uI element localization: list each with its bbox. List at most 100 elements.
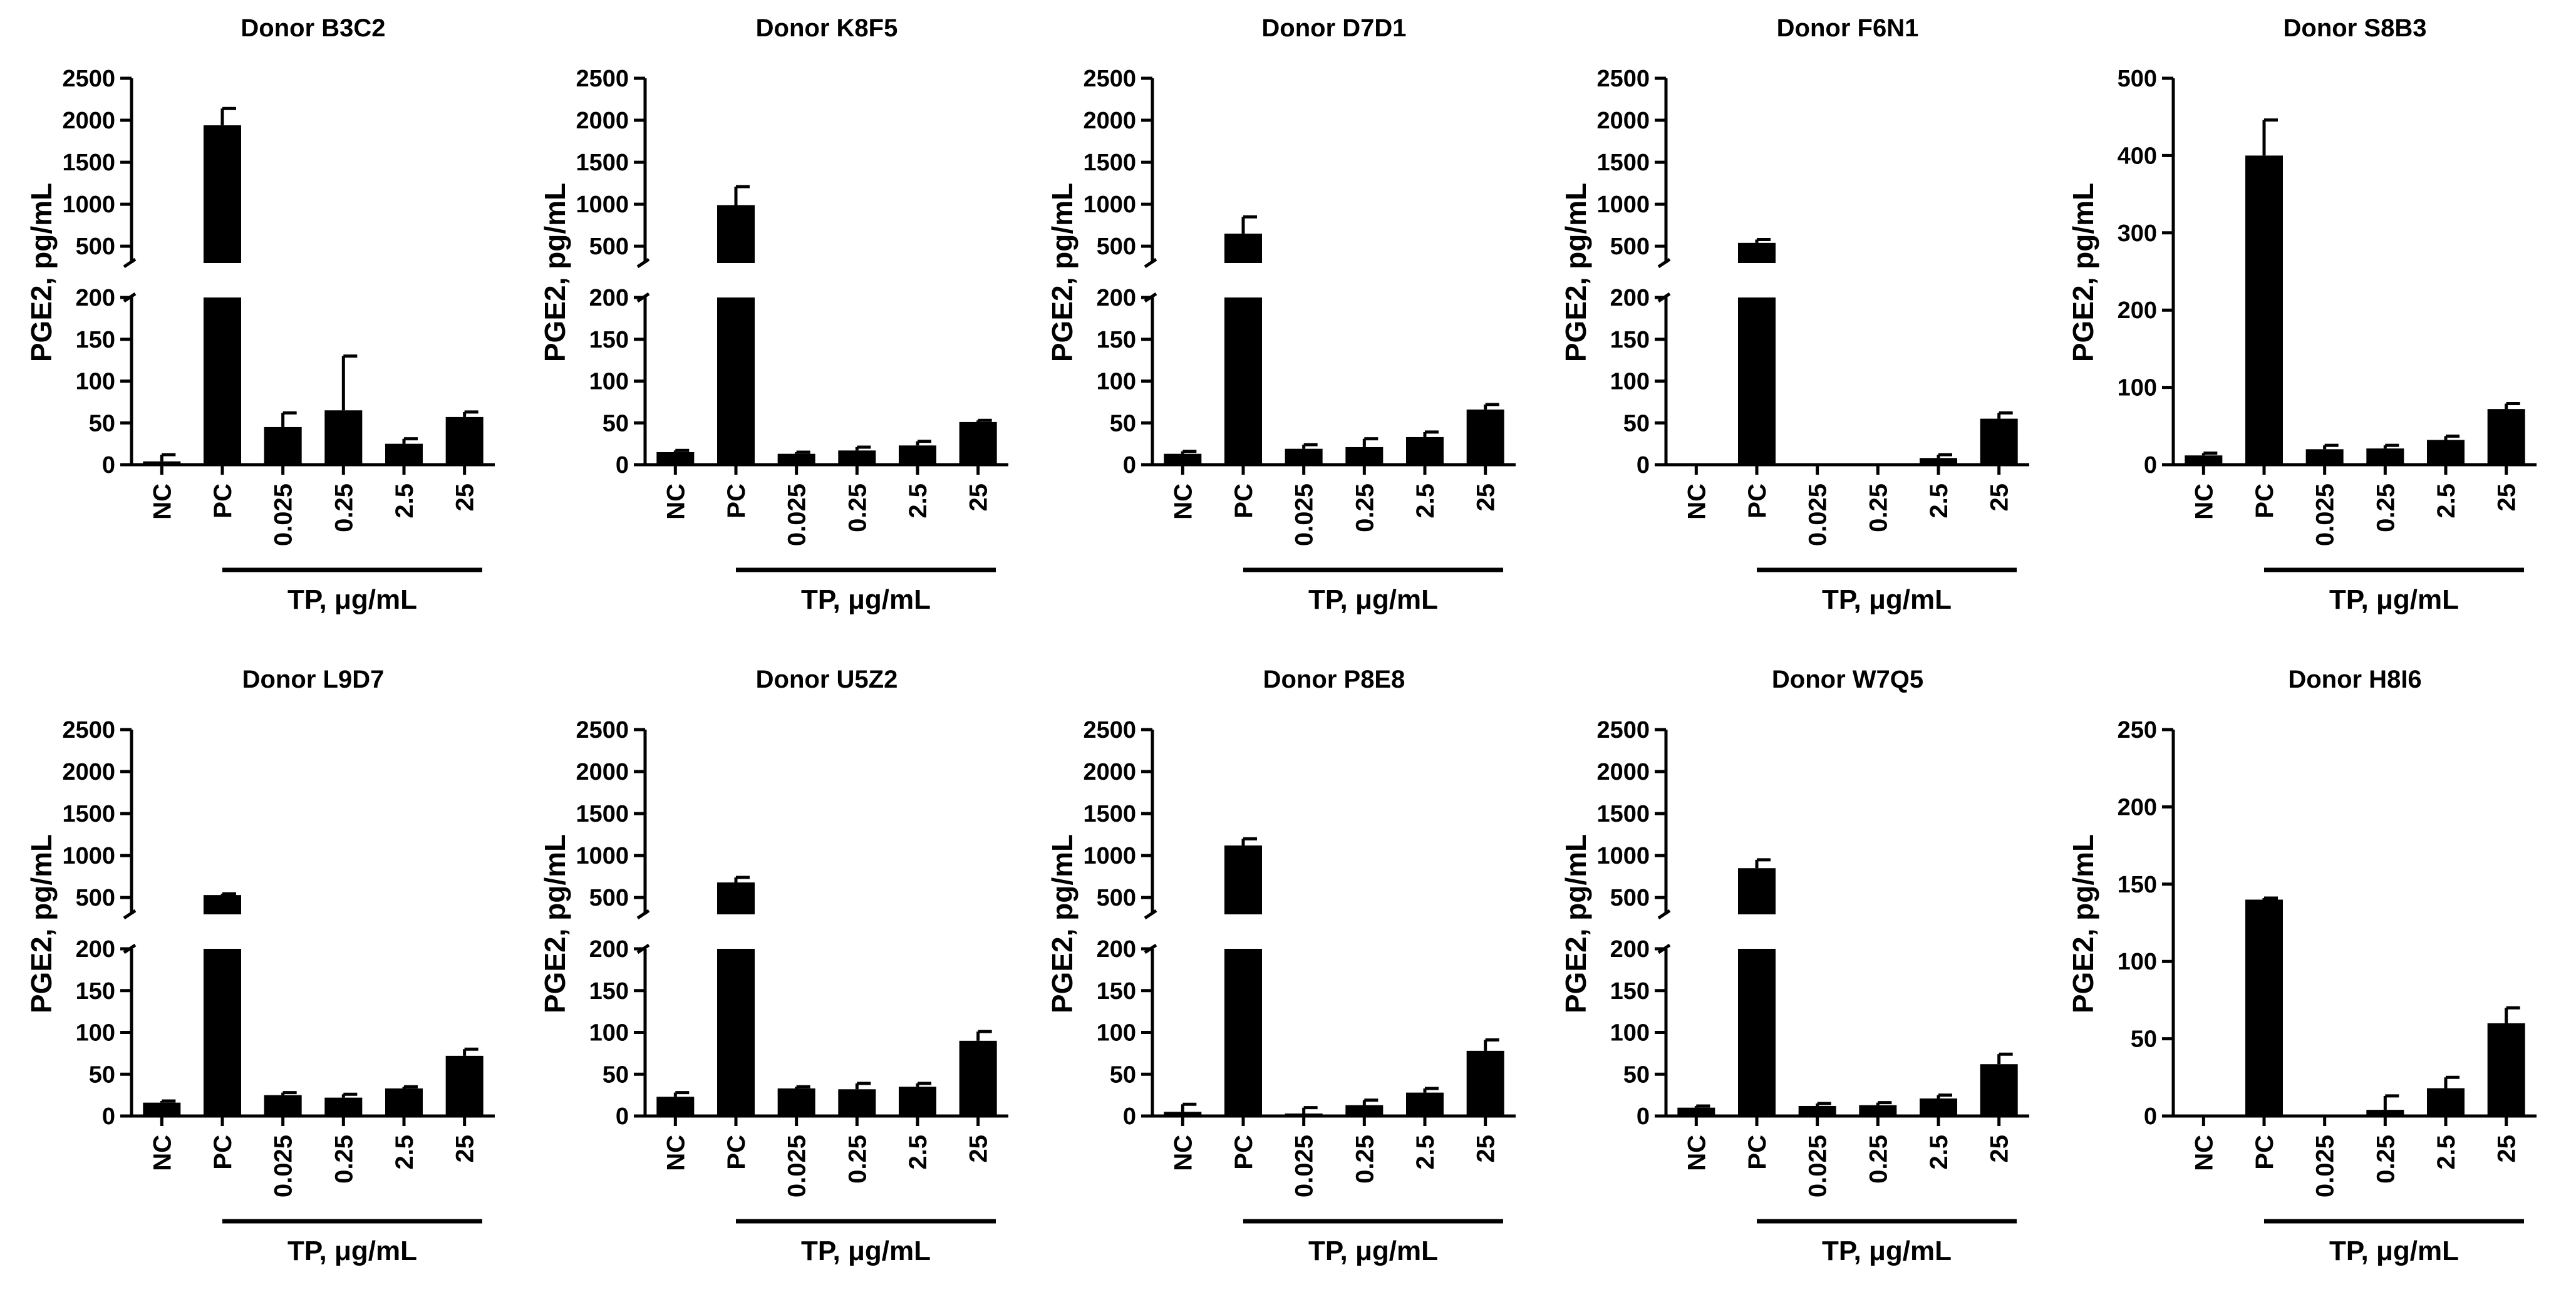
chart-6: Donor L9D7 PGE2, pg/mL 0 50 100 150 200 500 1000… — [25, 666, 495, 1266]
x-tick-label: 25 — [452, 1135, 479, 1163]
axis-break-mark — [1144, 909, 1157, 920]
y-tick-label: 2500 — [1596, 717, 1650, 743]
bar — [838, 1089, 876, 1116]
x-tick-label: NC — [148, 483, 176, 520]
x-tick-label: 0.025 — [2312, 483, 2339, 546]
x-tick-label: PC — [209, 1135, 237, 1170]
y-tick-label: 1000 — [1596, 843, 1650, 869]
chart-4: Donor F6N1 PGE2, pg/mL 0 50 100 150 200 500 1000… — [1560, 14, 2029, 615]
bar — [1466, 1050, 1504, 1116]
y-tick-label: 150 — [589, 327, 629, 353]
y-axis-label: PGE2, pg/mL — [539, 183, 571, 362]
x-tick-label: PC — [1744, 483, 1771, 519]
y-tick-label: 0 — [2144, 452, 2157, 478]
chart-8: Donor P8E8 PGE2, pg/mL 0 50 100 150 200 500 1000… — [1046, 666, 1516, 1266]
y-tick-label: 200 — [1097, 285, 1136, 311]
y-tick-label: 250 — [2118, 717, 2157, 743]
bar — [445, 1055, 484, 1116]
bar — [1738, 949, 1776, 1116]
bar — [324, 1097, 363, 1116]
x-tick-label: NC — [1169, 1135, 1197, 1171]
y-tick-label: 0 — [102, 452, 115, 478]
y-tick-label: 200 — [2118, 794, 2157, 820]
y-tick-label: 500 — [76, 234, 115, 260]
x-tick-label: 2.5 — [904, 1135, 932, 1170]
x-tick-label: NC — [148, 1135, 176, 1171]
bar — [656, 1097, 695, 1116]
y-tick-label: 100 — [1610, 1020, 1650, 1047]
y-tick-label: 100 — [589, 1020, 629, 1047]
y-tick-label: 150 — [76, 978, 115, 1005]
bar — [1285, 1113, 1323, 1116]
y-tick-label: 1000 — [1083, 192, 1136, 218]
bar — [1345, 447, 1384, 465]
bar — [1920, 458, 1957, 465]
y-tick-label: 1500 — [1083, 150, 1136, 176]
bar — [1677, 1107, 1715, 1116]
y-tick-label: 200 — [589, 285, 629, 311]
axis-break-mark — [123, 909, 137, 920]
bar — [1224, 297, 1262, 465]
y-tick-label: 150 — [1610, 978, 1650, 1005]
y-tick-label: 0 — [616, 1103, 629, 1130]
y-tick-label: 100 — [2118, 949, 2157, 975]
x-tick-label: PC — [2251, 1135, 2279, 1170]
bar — [656, 452, 695, 465]
x-tick-label: NC — [662, 483, 690, 520]
bar — [1406, 437, 1444, 465]
x-tick-label: 0.025 — [1804, 483, 1832, 546]
y-tick-label: 2500 — [576, 717, 629, 743]
x-tick-label: 0.25 — [1351, 1135, 1379, 1184]
bar — [777, 1088, 815, 1116]
y-tick-label: 2500 — [1083, 717, 1136, 743]
x-tick-label: NC — [1683, 483, 1710, 520]
x-tick-label: 0.025 — [2312, 1135, 2339, 1197]
y-tick-label: 50 — [2131, 1026, 2157, 1053]
x-tick-label: 0.025 — [270, 1135, 297, 1197]
x-tick-label: 0.25 — [1865, 483, 1892, 532]
y-axis-label: PGE2, pg/mL — [1046, 183, 1079, 362]
y-tick-label: 2500 — [1083, 66, 1136, 92]
chart-9: Donor W7Q5 PGE2, pg/mL 0 50 100 150 200 500 1000… — [1560, 666, 2029, 1266]
y-tick-label: 2000 — [1083, 108, 1136, 134]
y-tick-label: 500 — [1610, 885, 1650, 911]
axis-break-mark — [1657, 909, 1671, 920]
group-label: TP, μg/mL — [1308, 584, 1438, 615]
x-tick-label: 0.25 — [844, 483, 871, 532]
y-tick-label: 100 — [1097, 369, 1136, 395]
chart-1: Donor B3C2 PGE2, pg/mL 0 50 100 150 200 500 1000… — [25, 14, 495, 615]
x-tick-label: 2.5 — [2433, 1135, 2460, 1170]
y-tick-label: 0 — [1637, 1103, 1650, 1130]
y-tick-label: 500 — [1610, 234, 1650, 260]
y-axis-label: PGE2, pg/mL — [1560, 834, 1592, 1013]
x-tick-label: 0.025 — [1291, 483, 1318, 546]
bar — [1920, 1098, 1957, 1116]
x-tick-label: 2.5 — [1925, 483, 1953, 519]
bar — [1285, 448, 1323, 465]
y-tick-label: 100 — [2118, 375, 2157, 401]
x-tick-label: PC — [1744, 1135, 1771, 1170]
group-label: TP, μg/mL — [801, 584, 931, 615]
y-tick-label: 50 — [1623, 410, 1650, 437]
bar — [2427, 440, 2465, 465]
y-tick-label: 200 — [76, 936, 115, 963]
bar — [204, 949, 241, 1116]
chart-title: Donor F6N1 — [1777, 14, 1919, 42]
chart-title: Donor H8I6 — [2288, 666, 2421, 693]
x-tick-label: 2.5 — [1412, 483, 1439, 519]
y-axis-label: PGE2, pg/mL — [25, 183, 58, 362]
y-tick-label: 100 — [76, 1020, 115, 1047]
x-tick-label: 2.5 — [1412, 1135, 1439, 1170]
x-tick-label: NC — [2190, 1135, 2218, 1171]
x-tick-label: 0.025 — [1291, 1135, 1318, 1197]
bar — [1224, 949, 1262, 1116]
x-tick-label: NC — [662, 1135, 690, 1171]
chart-3: Donor D7D1 PGE2, pg/mL 0 50 100 150 200 500 1000… — [1046, 14, 1516, 615]
chart-title: Donor P8E8 — [1263, 666, 1405, 693]
x-tick-label: 0.025 — [784, 483, 811, 546]
x-tick-label: 2.5 — [904, 483, 932, 519]
bar — [264, 1095, 302, 1116]
chart-title: Donor W7Q5 — [1772, 666, 1923, 693]
x-tick-label: 0.025 — [270, 483, 297, 546]
bar — [2245, 899, 2283, 1116]
